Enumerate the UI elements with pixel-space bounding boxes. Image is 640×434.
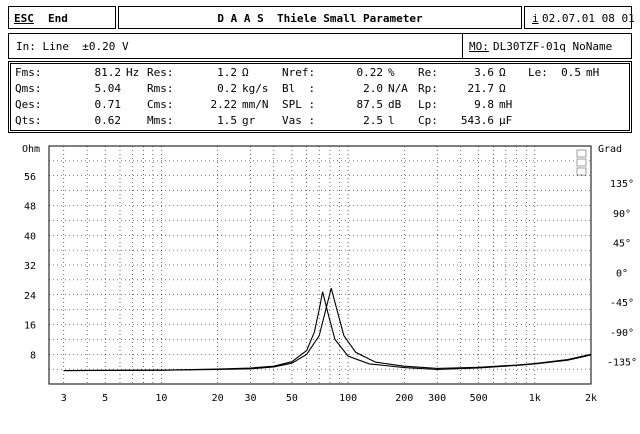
impedance-curve-2 [63,291,592,372]
y-tick-label: 48 [24,202,36,213]
param-cell: 0.2 [217,82,237,95]
param-cell: Bl : [282,82,316,95]
param-cell: Qms: [15,82,42,95]
param-cell: Qts: [15,114,42,127]
param-cell: 0.22 [356,66,384,79]
x-tick-label: 100 [339,393,357,404]
param-cell: 1.2 [217,66,237,79]
param-cell: Rp: [418,82,438,95]
param-cell: Fms: [15,66,42,79]
parameter-panel: Fms: 81.2 Hz Res: 1.2 Ω Nref: 0.22% Re: 3.6 Ω Le: 0.… [8,61,632,133]
y-tick-label: 16 [24,321,36,332]
param-cell: dB [388,98,402,111]
input-bar: In: Line ±0.20 V MO: DL30TZF-01q NoName [8,33,632,59]
date-box[interactable]: i 02.07.01 08 01 [524,6,635,29]
param-cell: Ω [242,66,249,79]
param-cell: l [388,114,395,127]
y2-tick-label: 90° [613,209,631,220]
param-cell: % [388,66,395,79]
param-cell: Ω [499,66,506,79]
date-key[interactable]: i [532,12,539,25]
mo-divider [462,34,463,58]
param-cell: Hz [126,66,140,79]
y-tick-label: 56 [24,172,36,183]
param-cell: µF [499,114,513,127]
x-tick-label: 500 [470,393,488,404]
y-tick-label: 8 [30,350,36,361]
date-label: 02.07.01 08 01 [542,12,635,25]
y-tick-label: 40 [24,231,36,242]
param-cell: N/A [388,82,408,95]
param-cell: 2.0 [363,82,383,95]
param-cell: 2.22 [210,98,238,111]
y-axis-title-left: Ohm [22,144,40,155]
param-cell: Cms: [147,98,174,111]
x-tick-label: 200 [395,393,413,404]
header-esc-box[interactable]: ESC End [8,6,116,29]
x-tick-label: 20 [212,393,224,404]
param-cell: Qes: [15,98,42,111]
param-cell: 5.04 [94,82,122,95]
x-tick-label: 50 [286,393,298,404]
y2-tick-label: 135° [610,179,634,190]
param-cell: 0.5 [561,66,581,79]
cursor-icon [576,158,587,167]
param-cell: 1.5 [217,114,237,127]
chart-svg: Ohm Grad 8 16 24 32 40 48 56 -135° -90° -45° 0° 45° 90… [22,144,637,404]
param-cell: mH [499,98,513,111]
page-title: D A A S Thiele Small Parameter [217,12,423,25]
x-tick-label: 5 [102,393,108,404]
param-cell: 0.62 [94,114,122,127]
param-cell: 81.2 [94,66,122,79]
cursor-icon [576,149,587,158]
param-cell: 0.71 [94,98,122,111]
y2-tick-label: 0° [616,268,628,279]
param-cell: Cp: [418,114,438,127]
param-cell: Re: [418,66,438,79]
impedance-curve-1 [63,287,592,372]
param-cell: 9.8 [474,98,494,111]
x-tick-label: 3 [61,393,67,404]
mo-label[interactable]: MO: [469,40,489,53]
y2-tick-label: 45° [613,239,631,250]
y2-tick-label: -90° [610,328,634,339]
y2-tick-label: -45° [610,298,634,309]
param-cell: Le: [528,66,548,79]
end-label: End [48,12,68,25]
title-box: D A A S Thiele Small Parameter [118,6,522,29]
param-cell: Nref: [282,66,316,79]
param-cell: 87.5 [356,98,384,111]
param-cell: mH [586,66,600,79]
y-tick-label: 32 [24,261,36,272]
param-cell: Mms: [147,114,174,127]
param-cell: Vas : [282,114,316,127]
esc-key[interactable]: ESC [14,12,34,25]
param-cell: 21.7 [467,82,495,95]
param-cell: gr [242,114,256,127]
param-cell: Ω [499,82,506,95]
x-tick-label: 1k [529,393,541,404]
param-cell: 3.6 [474,66,494,79]
x-tick-label: 10 [155,393,167,404]
x-tick-label: 30 [244,393,256,404]
param-cell: Lp: [418,98,438,111]
param-cell: mm/N [242,98,269,111]
param-cell: Res: [147,66,174,79]
impedance-chart: Ohm Grad 8 16 24 32 40 48 56 -135° -90° -45° 0° 45° 90… [0,136,640,431]
cursor-icon [576,167,587,176]
y-tick-label: 24 [24,291,36,302]
mo-value: DL30TZF-01q NoName [493,40,613,53]
param-cell: Rms: [147,82,174,95]
param-cell: 543.6 [460,114,494,127]
x-tick-label: 2k [585,393,597,404]
param-cell: 2.5 [363,114,383,127]
input-level: In: Line ±0.20 V [16,40,129,53]
y-axis-title-right: Grad [598,144,622,155]
param-cell: SPL : [282,98,316,111]
y2-tick-label: -135° [607,358,637,369]
param-cell: kg/s [242,82,269,95]
x-tick-label: 300 [428,393,446,404]
